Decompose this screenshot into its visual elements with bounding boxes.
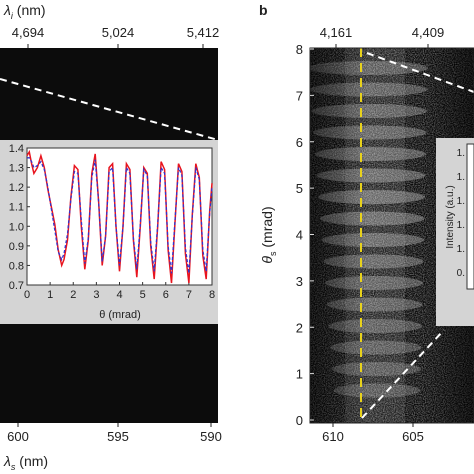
inset-series-solid-line	[26, 149, 213, 284]
inset-series-dashed-line	[27, 157, 213, 274]
b-y-tick-label: 3	[296, 274, 303, 289]
b-inset-tick-label: 1.	[457, 196, 465, 207]
inset-x-tick-label: 7	[186, 289, 192, 301]
b-top-tick-label: 4,161	[320, 25, 353, 40]
inset-x-tick-label: 6	[163, 289, 169, 301]
bottom-tick-label: 600	[7, 429, 29, 444]
inset-y-tick-label: 1.1	[9, 202, 24, 214]
b-y-tick-label: 4	[296, 228, 303, 243]
panel-b-frame	[309, 47, 474, 424]
panel-a-inset: 0 1 2 3 4 5 6 7 8 0.7 0.8 0.9 1.0 1.1 1.2 1.3 1.4 θ (mra…	[0, 140, 218, 324]
inset-y-tick-label: 0.7	[9, 280, 24, 292]
inset-x-tick-label: 0	[24, 289, 30, 301]
b-top-tick-label: 4,409	[412, 25, 445, 40]
inset-y-tick-label: 1.3	[9, 163, 24, 175]
inset-x-tick-label: 5	[140, 289, 146, 301]
b-y-tick-label: 6	[296, 135, 303, 150]
inset-x-tick-label: 2	[70, 289, 76, 301]
panel-b-bottom-ticks: 610 605	[322, 423, 424, 444]
bottom-tick-label: 595	[107, 429, 129, 444]
panel-b-letter: b	[259, 2, 268, 18]
inset-x-tick-label: 8	[209, 289, 215, 301]
b-inset-tick-label: 1.	[457, 220, 465, 231]
top-tick-label: 5,024	[102, 25, 135, 40]
panel-b-y-axis: 0 1 2 3 4 5 6 7 8	[296, 42, 314, 428]
b-y-tick-label: 0	[296, 413, 303, 428]
bottom-tick-label: 590	[200, 429, 222, 444]
panel-b-top-ticks: 4,161 4,409	[320, 25, 445, 48]
panel-b-inset-plot-area	[466, 143, 474, 290]
panel-b-ylabel: θs (mrad)	[259, 206, 278, 263]
inset-series	[26, 149, 213, 284]
panel-a: λi (nm) 4,694 5,024 5,412 0 1 2 3 4 5 6 7 80.70.80…	[0, 2, 222, 472]
b-bottom-tick-label: 610	[322, 429, 344, 444]
b-bottom-tick-label: 605	[402, 429, 424, 444]
panel-a-bottom-ticks: 600 595 590	[7, 423, 222, 444]
panel-b-white-dashed-upper	[366, 52, 474, 93]
top-tick-label: 4,694	[12, 25, 45, 40]
b-y-tick-label: 7	[296, 88, 303, 103]
b-inset-tick-label: 1.	[457, 148, 465, 159]
panel-b-inset: Intensity (a.u.) 1. 1. 1. 1. 1. 0.	[436, 138, 474, 326]
panel-a-top-ticks: 4,694 5,024 5,412	[12, 25, 220, 48]
inset-x-tick-label: 1	[47, 289, 53, 301]
b-inset-tick-label: 0.	[457, 268, 465, 279]
inset-x-tick-label: 3	[93, 289, 99, 301]
b-inset-tick-label: 1.	[457, 244, 465, 255]
b-y-tick-label: 5	[296, 181, 303, 196]
inset-y-tick-label: 0.9	[9, 241, 24, 253]
panel-b-inset-ylabel: Intensity (a.u.)	[445, 185, 456, 248]
top-tick-label: 5,412	[187, 25, 220, 40]
inset-y-tick-label: 1.4	[9, 143, 24, 155]
inset-y-tick-label: 1.2	[9, 182, 24, 194]
b-y-tick-label: 1	[296, 367, 303, 382]
panel-b-white-dashed-lower	[361, 329, 445, 419]
b-y-tick-label: 2	[296, 320, 303, 335]
panel-a-top-axis-label: λi (nm)	[3, 2, 46, 21]
panel-a-bottom-axis-label: λs (nm)	[3, 453, 48, 472]
panel-a-dashed-line	[0, 78, 218, 141]
inset-x-tick-label: 4	[116, 289, 122, 301]
panel-b: b 4,161 4,409 0 1 2 3 4 5 6 7 8 θs (mrad) Intensi…	[259, 2, 474, 444]
inset-y-tick-label: 1.0	[9, 221, 24, 233]
inset-axes: 0 1 2 3 4 5 6 7 8 0.7 0.8 0.9 1.0 1.1 1.2 1.3 1.4	[9, 143, 215, 301]
panel-b-inset-ticks: 1. 1. 1. 1. 1. 0.	[457, 148, 465, 279]
inset-y-tick-label: 0.8	[9, 260, 24, 272]
inset-xlabel: θ (mrad)	[99, 309, 141, 321]
b-y-tick-label: 8	[296, 42, 303, 57]
b-inset-tick-label: 1.	[457, 172, 465, 183]
